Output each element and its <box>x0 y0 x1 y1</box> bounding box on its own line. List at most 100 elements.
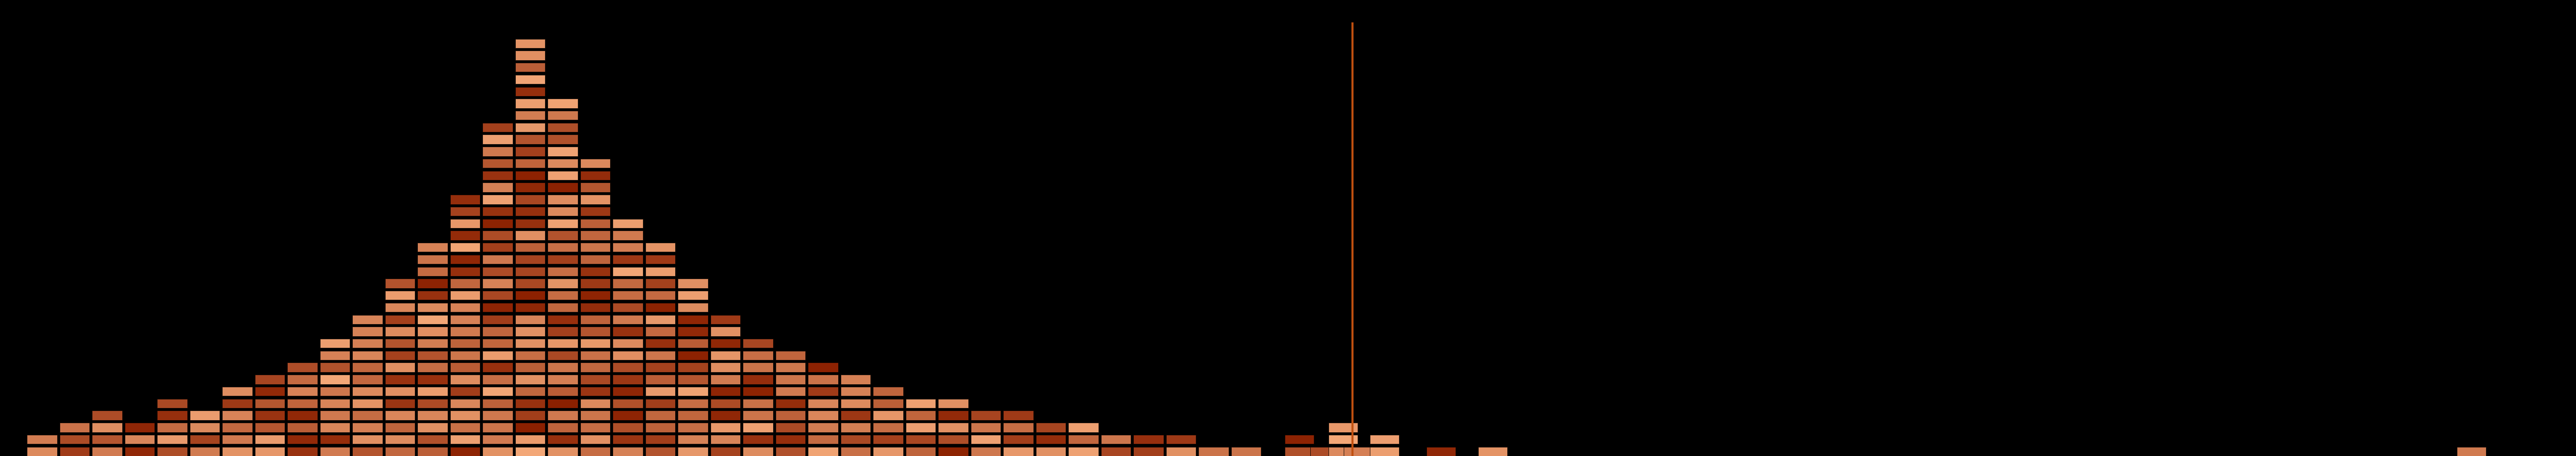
Bar <box>613 243 641 252</box>
Bar <box>1329 435 1358 444</box>
Bar <box>873 411 904 420</box>
Bar <box>417 339 448 348</box>
Bar <box>549 135 577 144</box>
Bar <box>157 399 188 408</box>
Bar <box>742 363 773 372</box>
Bar <box>515 423 546 432</box>
Bar <box>255 423 286 432</box>
Bar <box>451 351 479 360</box>
Bar <box>549 279 577 288</box>
Bar <box>711 399 739 408</box>
Bar <box>515 218 546 228</box>
Bar <box>549 303 577 312</box>
Bar <box>742 435 773 444</box>
Bar <box>353 399 381 408</box>
Bar <box>711 446 739 456</box>
Bar <box>809 423 837 432</box>
Bar <box>515 279 546 288</box>
Bar <box>515 267 546 276</box>
Bar <box>647 326 675 336</box>
Bar <box>417 423 448 432</box>
Bar <box>613 326 641 336</box>
Bar <box>93 411 121 420</box>
Bar <box>809 375 837 384</box>
Bar <box>809 363 837 372</box>
Bar <box>677 303 708 312</box>
Bar <box>515 435 546 444</box>
Bar <box>873 423 904 432</box>
Bar <box>482 243 513 252</box>
Bar <box>711 326 739 336</box>
Bar <box>515 135 546 144</box>
Bar <box>482 363 513 372</box>
Bar <box>417 326 448 336</box>
Bar <box>93 435 121 444</box>
Bar <box>1002 446 1033 456</box>
Bar <box>647 290 675 300</box>
Bar <box>580 267 611 276</box>
Bar <box>482 123 513 132</box>
Bar <box>549 267 577 276</box>
Bar <box>677 339 708 348</box>
Bar <box>384 411 415 420</box>
Bar <box>451 399 479 408</box>
Bar <box>1002 435 1033 444</box>
Bar <box>580 411 611 420</box>
Bar <box>451 315 479 324</box>
Bar <box>580 218 611 228</box>
Bar <box>124 423 155 432</box>
Bar <box>451 435 479 444</box>
Bar <box>451 207 479 216</box>
Bar <box>647 411 675 420</box>
Bar <box>353 446 381 456</box>
Bar <box>482 254 513 264</box>
Bar <box>1198 446 1229 456</box>
Bar <box>1100 435 1131 444</box>
Bar <box>549 315 577 324</box>
Bar <box>515 207 546 216</box>
Bar <box>677 446 708 456</box>
Bar <box>580 159 611 168</box>
Bar <box>451 387 479 396</box>
Bar <box>482 446 513 456</box>
Bar <box>451 231 479 240</box>
Bar <box>613 423 641 432</box>
Bar <box>549 123 577 132</box>
Bar <box>515 375 546 384</box>
Bar <box>677 375 708 384</box>
Bar <box>482 326 513 336</box>
Bar <box>677 423 708 432</box>
Bar <box>549 159 577 168</box>
Bar <box>1311 446 1340 456</box>
Bar <box>384 315 415 324</box>
Bar <box>647 375 675 384</box>
Bar <box>873 435 904 444</box>
Bar <box>289 446 317 456</box>
Bar <box>549 363 577 372</box>
Bar <box>417 267 448 276</box>
Bar <box>157 435 188 444</box>
Bar <box>647 363 675 372</box>
Bar <box>319 399 350 408</box>
Bar <box>742 399 773 408</box>
Bar <box>222 411 252 420</box>
Bar <box>319 339 350 348</box>
Bar <box>451 195 479 204</box>
Bar <box>613 279 641 288</box>
Bar <box>613 375 641 384</box>
Bar <box>580 339 611 348</box>
Bar <box>482 435 513 444</box>
Bar <box>417 290 448 300</box>
Bar <box>549 399 577 408</box>
Bar <box>515 75 546 84</box>
Bar <box>1069 435 1097 444</box>
Bar <box>353 435 381 444</box>
Bar <box>515 363 546 372</box>
Bar <box>549 387 577 396</box>
Bar <box>907 411 935 420</box>
Bar <box>157 446 188 456</box>
Bar <box>549 435 577 444</box>
Bar <box>1069 446 1097 456</box>
Bar <box>451 326 479 336</box>
Bar <box>515 399 546 408</box>
